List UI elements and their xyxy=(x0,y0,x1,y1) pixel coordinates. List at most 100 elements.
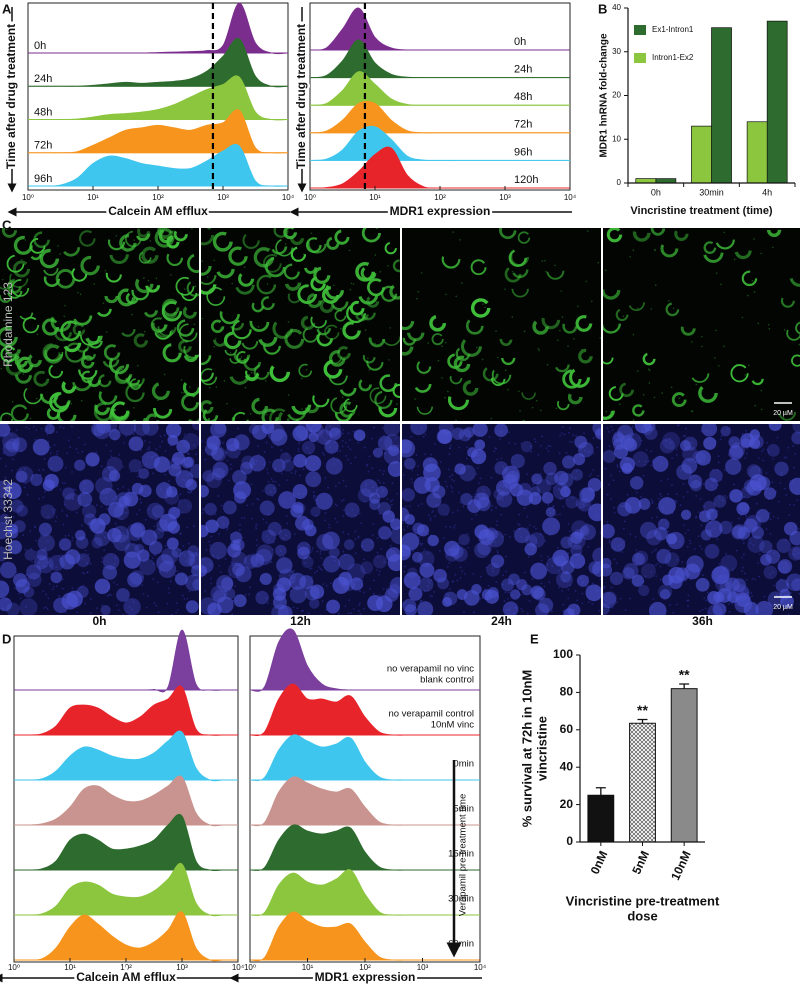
column-label: 36h xyxy=(692,614,713,628)
nucleus xyxy=(204,502,217,516)
speck xyxy=(342,432,344,435)
nucleus xyxy=(502,465,520,484)
nucleus xyxy=(774,461,789,476)
nucleus xyxy=(63,493,82,511)
speck xyxy=(741,432,744,435)
cell xyxy=(6,283,23,299)
speck xyxy=(55,585,58,588)
nucleus xyxy=(187,545,199,557)
speck xyxy=(495,524,498,527)
nucleus xyxy=(123,551,142,569)
speck xyxy=(552,486,555,489)
nucleus xyxy=(542,517,561,536)
speck xyxy=(358,512,361,515)
speck xyxy=(654,564,657,567)
speck xyxy=(101,532,104,535)
speck xyxy=(776,436,779,439)
cell xyxy=(154,322,172,340)
speck xyxy=(70,402,73,405)
nucleus xyxy=(631,552,645,566)
speck xyxy=(531,406,534,409)
speck xyxy=(300,610,303,613)
speck xyxy=(792,503,795,506)
nucleus xyxy=(413,476,431,494)
speck xyxy=(13,587,16,590)
speck xyxy=(429,595,432,597)
y-axis-title: MDR1 hnRNA fold-change xyxy=(599,33,610,158)
speck xyxy=(670,386,673,389)
speck xyxy=(682,496,685,498)
speck xyxy=(344,554,347,557)
speck xyxy=(364,329,367,331)
nucleus xyxy=(0,522,10,540)
nucleus xyxy=(369,498,381,510)
nucleus xyxy=(737,526,751,540)
speck xyxy=(499,438,502,441)
speck xyxy=(754,517,757,519)
nucleus xyxy=(639,521,657,539)
nucleus xyxy=(230,539,241,551)
cell xyxy=(339,379,357,397)
speck xyxy=(157,399,159,402)
cell xyxy=(441,249,461,269)
cell xyxy=(567,389,583,405)
speck xyxy=(266,468,268,471)
speck xyxy=(308,568,311,570)
speck xyxy=(50,467,53,470)
speck xyxy=(742,542,745,544)
nucleus xyxy=(378,526,392,540)
speck xyxy=(694,516,697,519)
speck xyxy=(505,570,508,573)
cell xyxy=(40,385,59,405)
speck xyxy=(176,570,179,573)
nucleus xyxy=(297,546,310,560)
speck xyxy=(788,514,791,517)
speck xyxy=(121,518,123,521)
speck xyxy=(310,567,313,570)
speck xyxy=(372,522,375,525)
speck xyxy=(230,463,232,466)
speck xyxy=(569,473,572,476)
x-axis-title: Vincristine treatment (time) xyxy=(630,205,773,217)
nucleus xyxy=(0,597,12,612)
speck xyxy=(312,494,315,497)
speck xyxy=(228,479,230,482)
cell xyxy=(251,299,265,313)
cell xyxy=(114,368,131,385)
speck xyxy=(682,435,685,438)
nucleus xyxy=(360,479,378,497)
ridge xyxy=(28,2,289,55)
speck xyxy=(726,496,728,499)
nucleus xyxy=(749,437,761,449)
speck xyxy=(429,517,432,519)
speck xyxy=(254,525,257,528)
nucleus xyxy=(278,528,292,541)
nucleus xyxy=(289,586,307,604)
speck xyxy=(453,480,456,482)
speck xyxy=(301,408,303,410)
speck xyxy=(109,594,112,596)
speck xyxy=(135,513,138,516)
speck xyxy=(128,606,131,608)
speck xyxy=(42,607,45,609)
ridge xyxy=(13,685,238,736)
nucleus xyxy=(755,600,774,615)
cell xyxy=(358,377,372,392)
speck xyxy=(569,584,572,587)
nucleus xyxy=(417,550,435,568)
speck xyxy=(265,535,268,538)
speck xyxy=(690,448,693,450)
speck xyxy=(163,373,166,376)
cell xyxy=(14,354,28,368)
speck xyxy=(51,508,54,511)
cell xyxy=(18,305,34,320)
speck xyxy=(262,531,265,533)
speck xyxy=(122,486,125,488)
speck xyxy=(296,607,299,610)
nucleus xyxy=(755,508,770,523)
speck xyxy=(318,566,320,568)
legend-label: 0min xyxy=(453,759,474,770)
nucleus xyxy=(662,431,680,450)
speck xyxy=(143,277,145,279)
speck xyxy=(555,407,558,410)
